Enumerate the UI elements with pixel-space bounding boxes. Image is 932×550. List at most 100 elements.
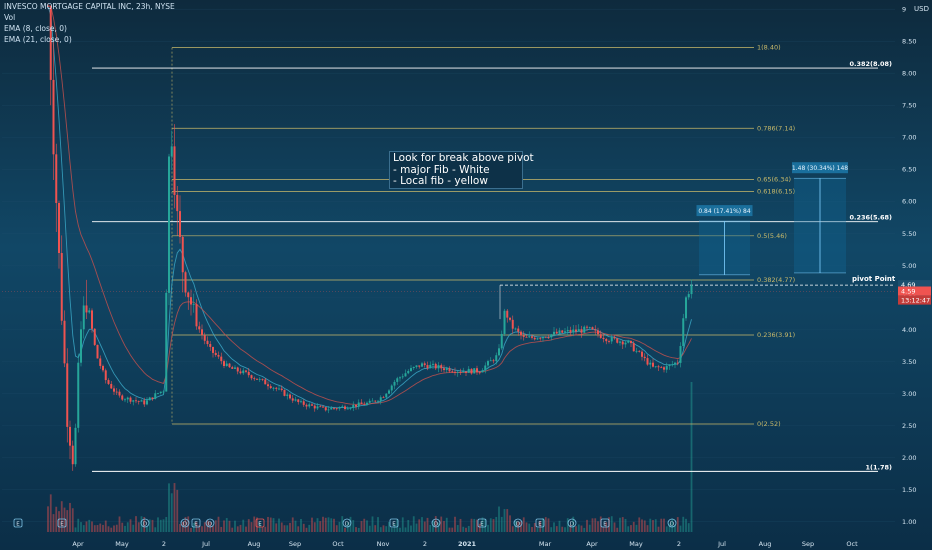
candle[interactable] (550, 333, 553, 341)
candle[interactable] (654, 366, 657, 369)
candle[interactable] (506, 309, 509, 323)
candle[interactable] (173, 124, 176, 209)
candle[interactable] (338, 406, 341, 411)
candle[interactable] (151, 397, 154, 401)
candle[interactable] (605, 337, 608, 345)
candle[interactable] (305, 403, 308, 410)
candle[interactable] (316, 403, 319, 411)
candle[interactable] (324, 406, 327, 412)
candle[interactable] (382, 395, 385, 399)
candle[interactable] (190, 289, 192, 316)
candle[interactable] (366, 401, 368, 406)
candle[interactable] (690, 279, 693, 299)
candle[interactable] (187, 291, 190, 310)
candle[interactable] (291, 394, 294, 403)
candle[interactable] (676, 359, 679, 366)
candle[interactable] (107, 378, 110, 386)
dividend-marker[interactable]: D (205, 518, 215, 528)
candle[interactable] (253, 376, 256, 381)
candle[interactable] (418, 365, 421, 369)
candle[interactable] (236, 366, 239, 375)
candle[interactable] (278, 384, 280, 391)
candle[interactable] (448, 366, 451, 374)
candle[interactable] (55, 143, 58, 232)
candle[interactable] (503, 308, 506, 337)
candle[interactable] (99, 355, 102, 369)
candle[interactable] (434, 362, 437, 371)
earnings-marker[interactable]: E (191, 518, 201, 528)
candle[interactable] (410, 365, 412, 372)
candle[interactable] (407, 369, 410, 375)
candle[interactable] (313, 404, 316, 412)
candle[interactable] (102, 364, 104, 373)
candle[interactable] (385, 393, 388, 399)
candle[interactable] (399, 376, 401, 382)
candle[interactable] (69, 420, 71, 460)
candle[interactable] (60, 235, 63, 325)
candle[interactable] (443, 364, 445, 373)
candle[interactable] (473, 368, 476, 374)
candle[interactable] (588, 326, 591, 329)
candle[interactable] (652, 358, 654, 368)
candle[interactable] (209, 341, 212, 351)
candle[interactable] (360, 399, 363, 405)
candle[interactable] (368, 398, 371, 404)
candle[interactable] (544, 336, 547, 339)
candle[interactable] (206, 336, 209, 347)
candle[interactable] (522, 331, 525, 341)
candle[interactable] (602, 333, 605, 343)
candle[interactable] (192, 293, 195, 313)
candle[interactable] (245, 369, 247, 374)
candle[interactable] (487, 359, 489, 370)
candle[interactable] (525, 333, 528, 338)
candle[interactable] (566, 326, 569, 336)
candle[interactable] (335, 407, 338, 411)
candle[interactable] (539, 336, 542, 341)
candle[interactable] (445, 366, 448, 373)
dividend-marker[interactable]: D (667, 518, 677, 528)
candle[interactable] (300, 399, 302, 404)
candle[interactable] (687, 291, 690, 300)
candle[interactable] (377, 399, 379, 404)
candle[interactable] (113, 385, 115, 396)
candle[interactable] (429, 361, 432, 369)
earnings-marker[interactable]: E (600, 518, 610, 528)
candle[interactable] (71, 440, 74, 471)
candle[interactable] (564, 328, 566, 334)
candle[interactable] (223, 359, 225, 369)
candle[interactable] (685, 295, 687, 321)
indicator-ema8-label[interactable]: EMA (8, close, 0) (4, 24, 67, 33)
candle[interactable] (165, 289, 168, 392)
candle[interactable] (132, 400, 135, 406)
candle[interactable] (357, 399, 360, 410)
dividend-marker[interactable]: D (180, 518, 190, 528)
candle[interactable] (536, 337, 539, 341)
candle[interactable] (168, 153, 170, 306)
candle[interactable] (74, 423, 77, 467)
candle[interactable] (668, 364, 671, 370)
candle[interactable] (619, 340, 621, 346)
candle[interactable] (140, 399, 143, 402)
candle[interactable] (616, 337, 619, 344)
candle[interactable] (198, 321, 201, 333)
candle[interactable] (184, 270, 187, 297)
candle[interactable] (289, 393, 291, 400)
candle[interactable] (212, 346, 214, 358)
candle[interactable] (572, 324, 575, 337)
candle[interactable] (52, 41, 55, 181)
earnings-marker[interactable]: E (255, 518, 265, 528)
candle[interactable] (531, 334, 533, 340)
candle[interactable] (47, 3, 49, 7)
candle[interactable] (663, 366, 665, 373)
candle[interactable] (124, 397, 126, 403)
candle[interactable] (220, 352, 223, 365)
candle[interactable] (148, 396, 151, 401)
candle[interactable] (412, 366, 415, 371)
candle[interactable] (283, 389, 286, 397)
candle[interactable] (517, 325, 520, 336)
candle[interactable] (608, 339, 610, 344)
candle[interactable] (646, 354, 649, 366)
candle[interactable] (456, 370, 459, 377)
candle[interactable] (630, 340, 632, 348)
candle[interactable] (330, 406, 333, 410)
